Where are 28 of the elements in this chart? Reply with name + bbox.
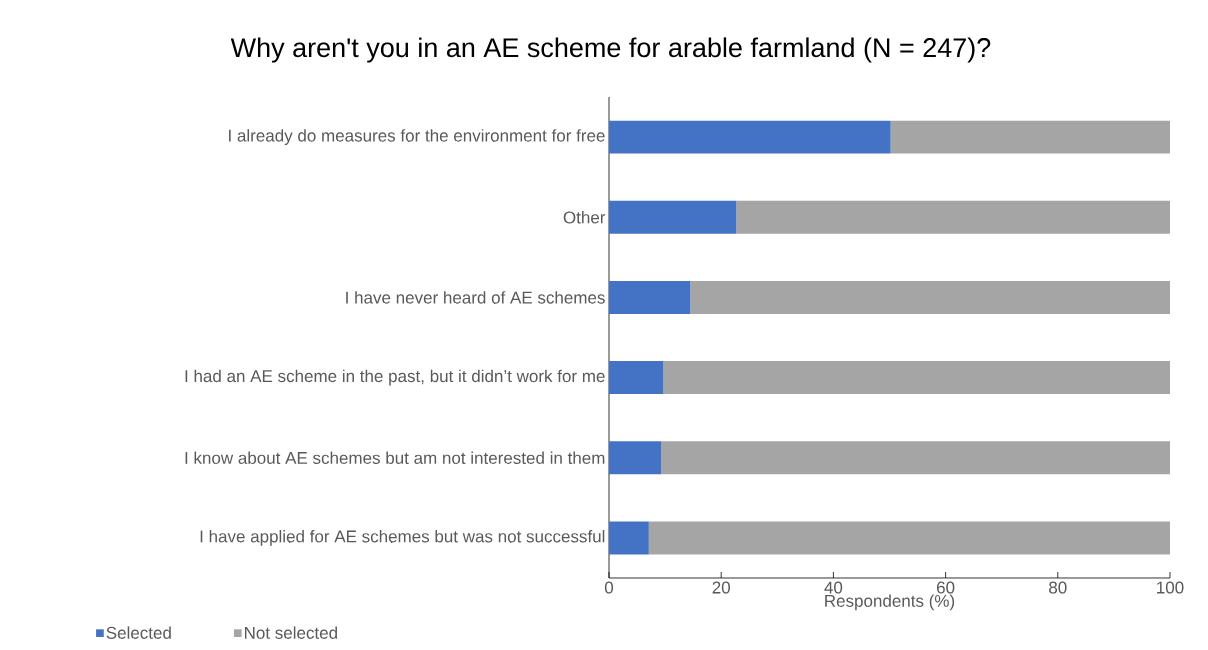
x-tick-label: 20 [712, 581, 730, 594]
y-tick-label: I had an AE scheme in the past, but it didn’t work for me [185, 369, 605, 386]
bar [609, 441, 662, 475]
y-tick-label: I have never heard of AE schemes [346, 291, 605, 304]
y-tick-label: I know about AE schemes but am not interested in them [185, 451, 605, 464]
x-tick-label: 80 [1049, 581, 1067, 594]
y-tick-label: I have applied for AE schemes but was not successful [200, 529, 605, 546]
bar [609, 120, 891, 154]
bar [661, 441, 1170, 475]
bar [609, 200, 737, 234]
x-tick-label: 100 [1157, 581, 1184, 594]
y-tick-label: Other [563, 211, 606, 224]
chart-title: Why aren't you in an AE scheme for arable farmland (N = 247)? [230, 37, 991, 63]
bar [736, 200, 1170, 234]
y-tick-label: I already do measures for the environment for free [229, 129, 605, 145]
legend-label: Not selected [245, 626, 337, 639]
legend-label: Selected [106, 626, 171, 639]
bar [609, 280, 691, 314]
bar [609, 361, 664, 395]
bar [648, 521, 1170, 555]
bar [690, 280, 1170, 314]
x-tick-label: 40 [824, 581, 843, 594]
bar [890, 120, 1170, 154]
x-tick-label: 60 [937, 581, 955, 594]
bar [609, 521, 649, 555]
x-axis-title: Respondents (%) [825, 594, 955, 611]
x-tick-label: 0 [604, 581, 614, 594]
bar [663, 361, 1170, 395]
